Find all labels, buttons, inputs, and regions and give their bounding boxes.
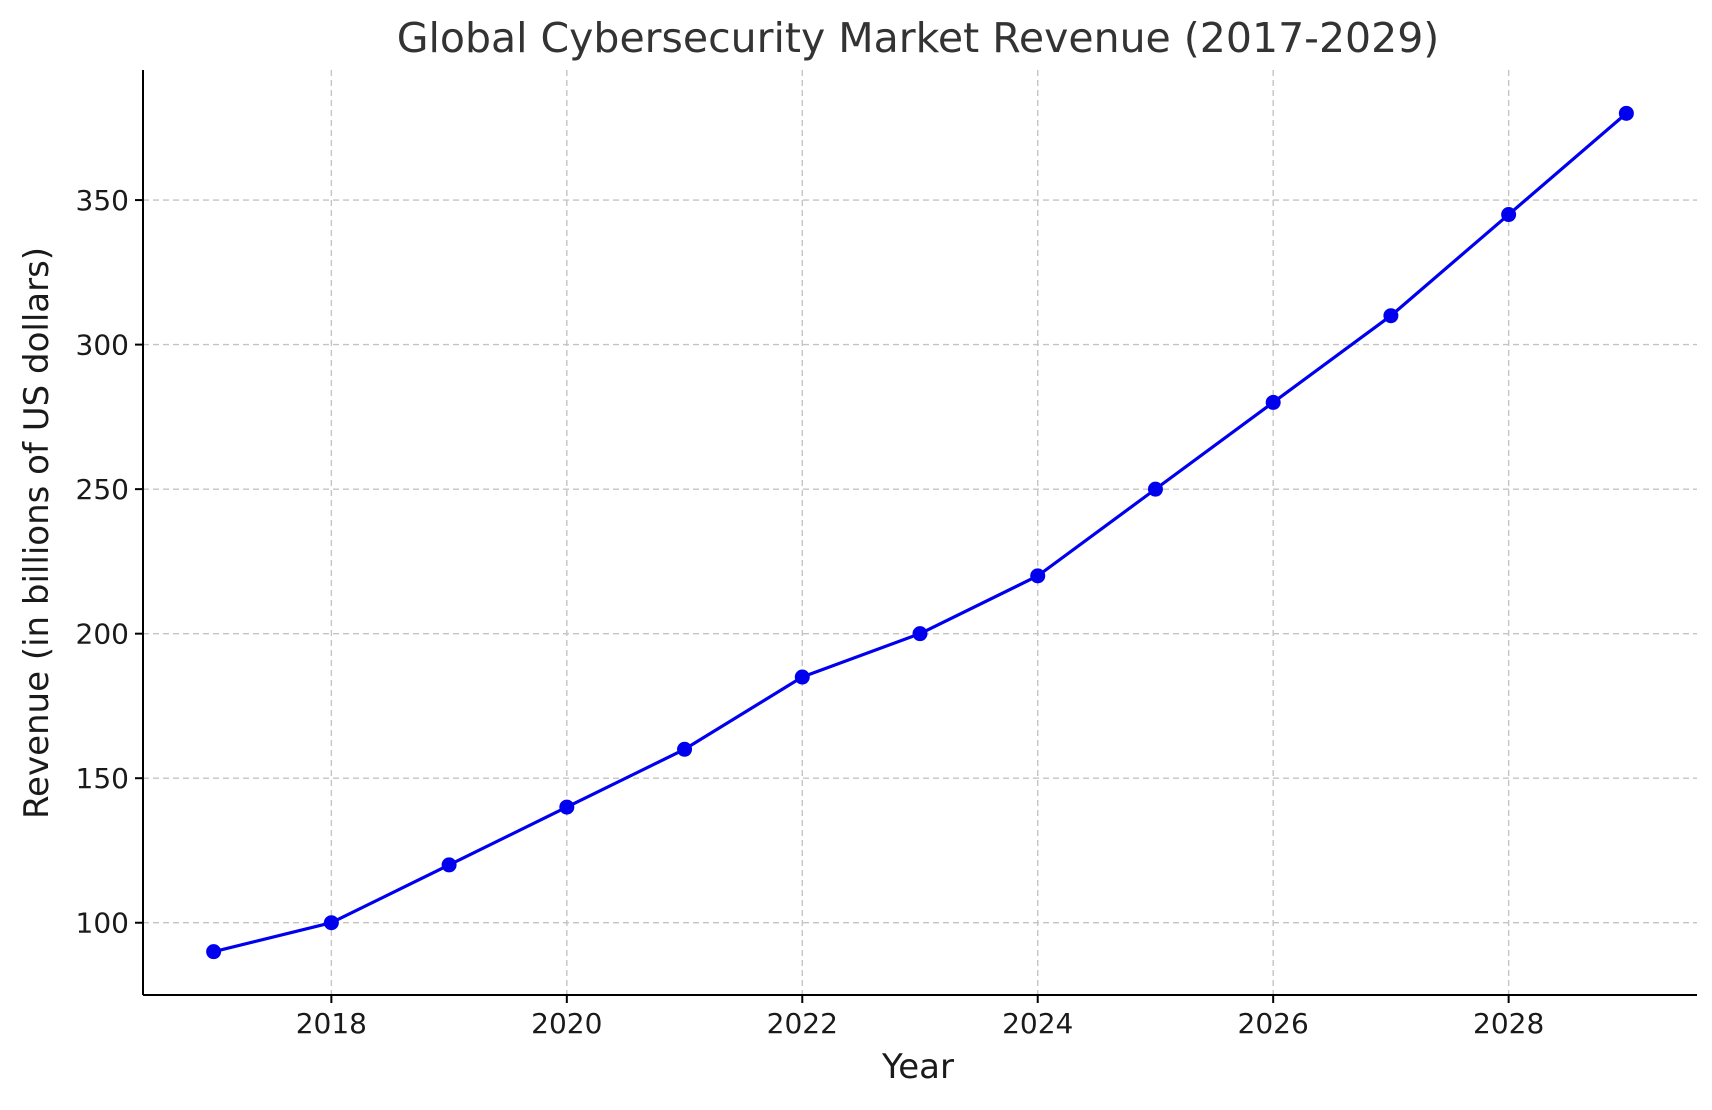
y-axis-label: Revenue (in billions of US dollars) xyxy=(17,247,57,819)
data-point-marker xyxy=(1147,481,1163,497)
x-tick-label: 2024 xyxy=(1002,1007,1073,1040)
data-point-marker xyxy=(1265,394,1281,410)
x-tick-label: 2020 xyxy=(531,1007,602,1040)
x-tick-label: 2026 xyxy=(1238,1007,1309,1040)
data-point-marker xyxy=(323,915,339,931)
data-point-marker xyxy=(1501,207,1517,223)
axes xyxy=(135,70,1697,1003)
y-tick-label: 300 xyxy=(76,329,129,362)
y-tick-label: 150 xyxy=(76,762,129,795)
x-axis-label: Year xyxy=(881,1047,954,1087)
data-point-marker xyxy=(1030,568,1046,584)
data-point-marker xyxy=(1383,308,1399,324)
data-point-marker xyxy=(559,799,575,815)
data-point-marker xyxy=(794,669,810,685)
y-tick-label: 250 xyxy=(76,473,129,506)
data-point-marker xyxy=(912,626,928,642)
x-tick-label: 2028 xyxy=(1473,1007,1544,1040)
y-tick-label: 200 xyxy=(76,618,129,651)
chart-title: Global Cybersecurity Market Revenue (201… xyxy=(397,14,1440,62)
series-line xyxy=(213,112,1628,954)
data-point-marker xyxy=(1618,105,1634,121)
data-point-marker xyxy=(441,857,457,873)
tick-labels: 2018 2020 2022 2024 2026 2028 100 150 200 250 300 3… xyxy=(76,184,1545,1040)
x-tick-label: 2022 xyxy=(767,1007,838,1040)
y-tick-label: 100 xyxy=(76,907,129,940)
data-series xyxy=(206,105,1634,960)
x-tick-label: 2018 xyxy=(296,1007,367,1040)
data-point-marker xyxy=(677,741,693,757)
data-point-marker xyxy=(206,944,222,960)
grid-lines xyxy=(143,70,1697,995)
y-tick-label: 350 xyxy=(76,184,129,217)
